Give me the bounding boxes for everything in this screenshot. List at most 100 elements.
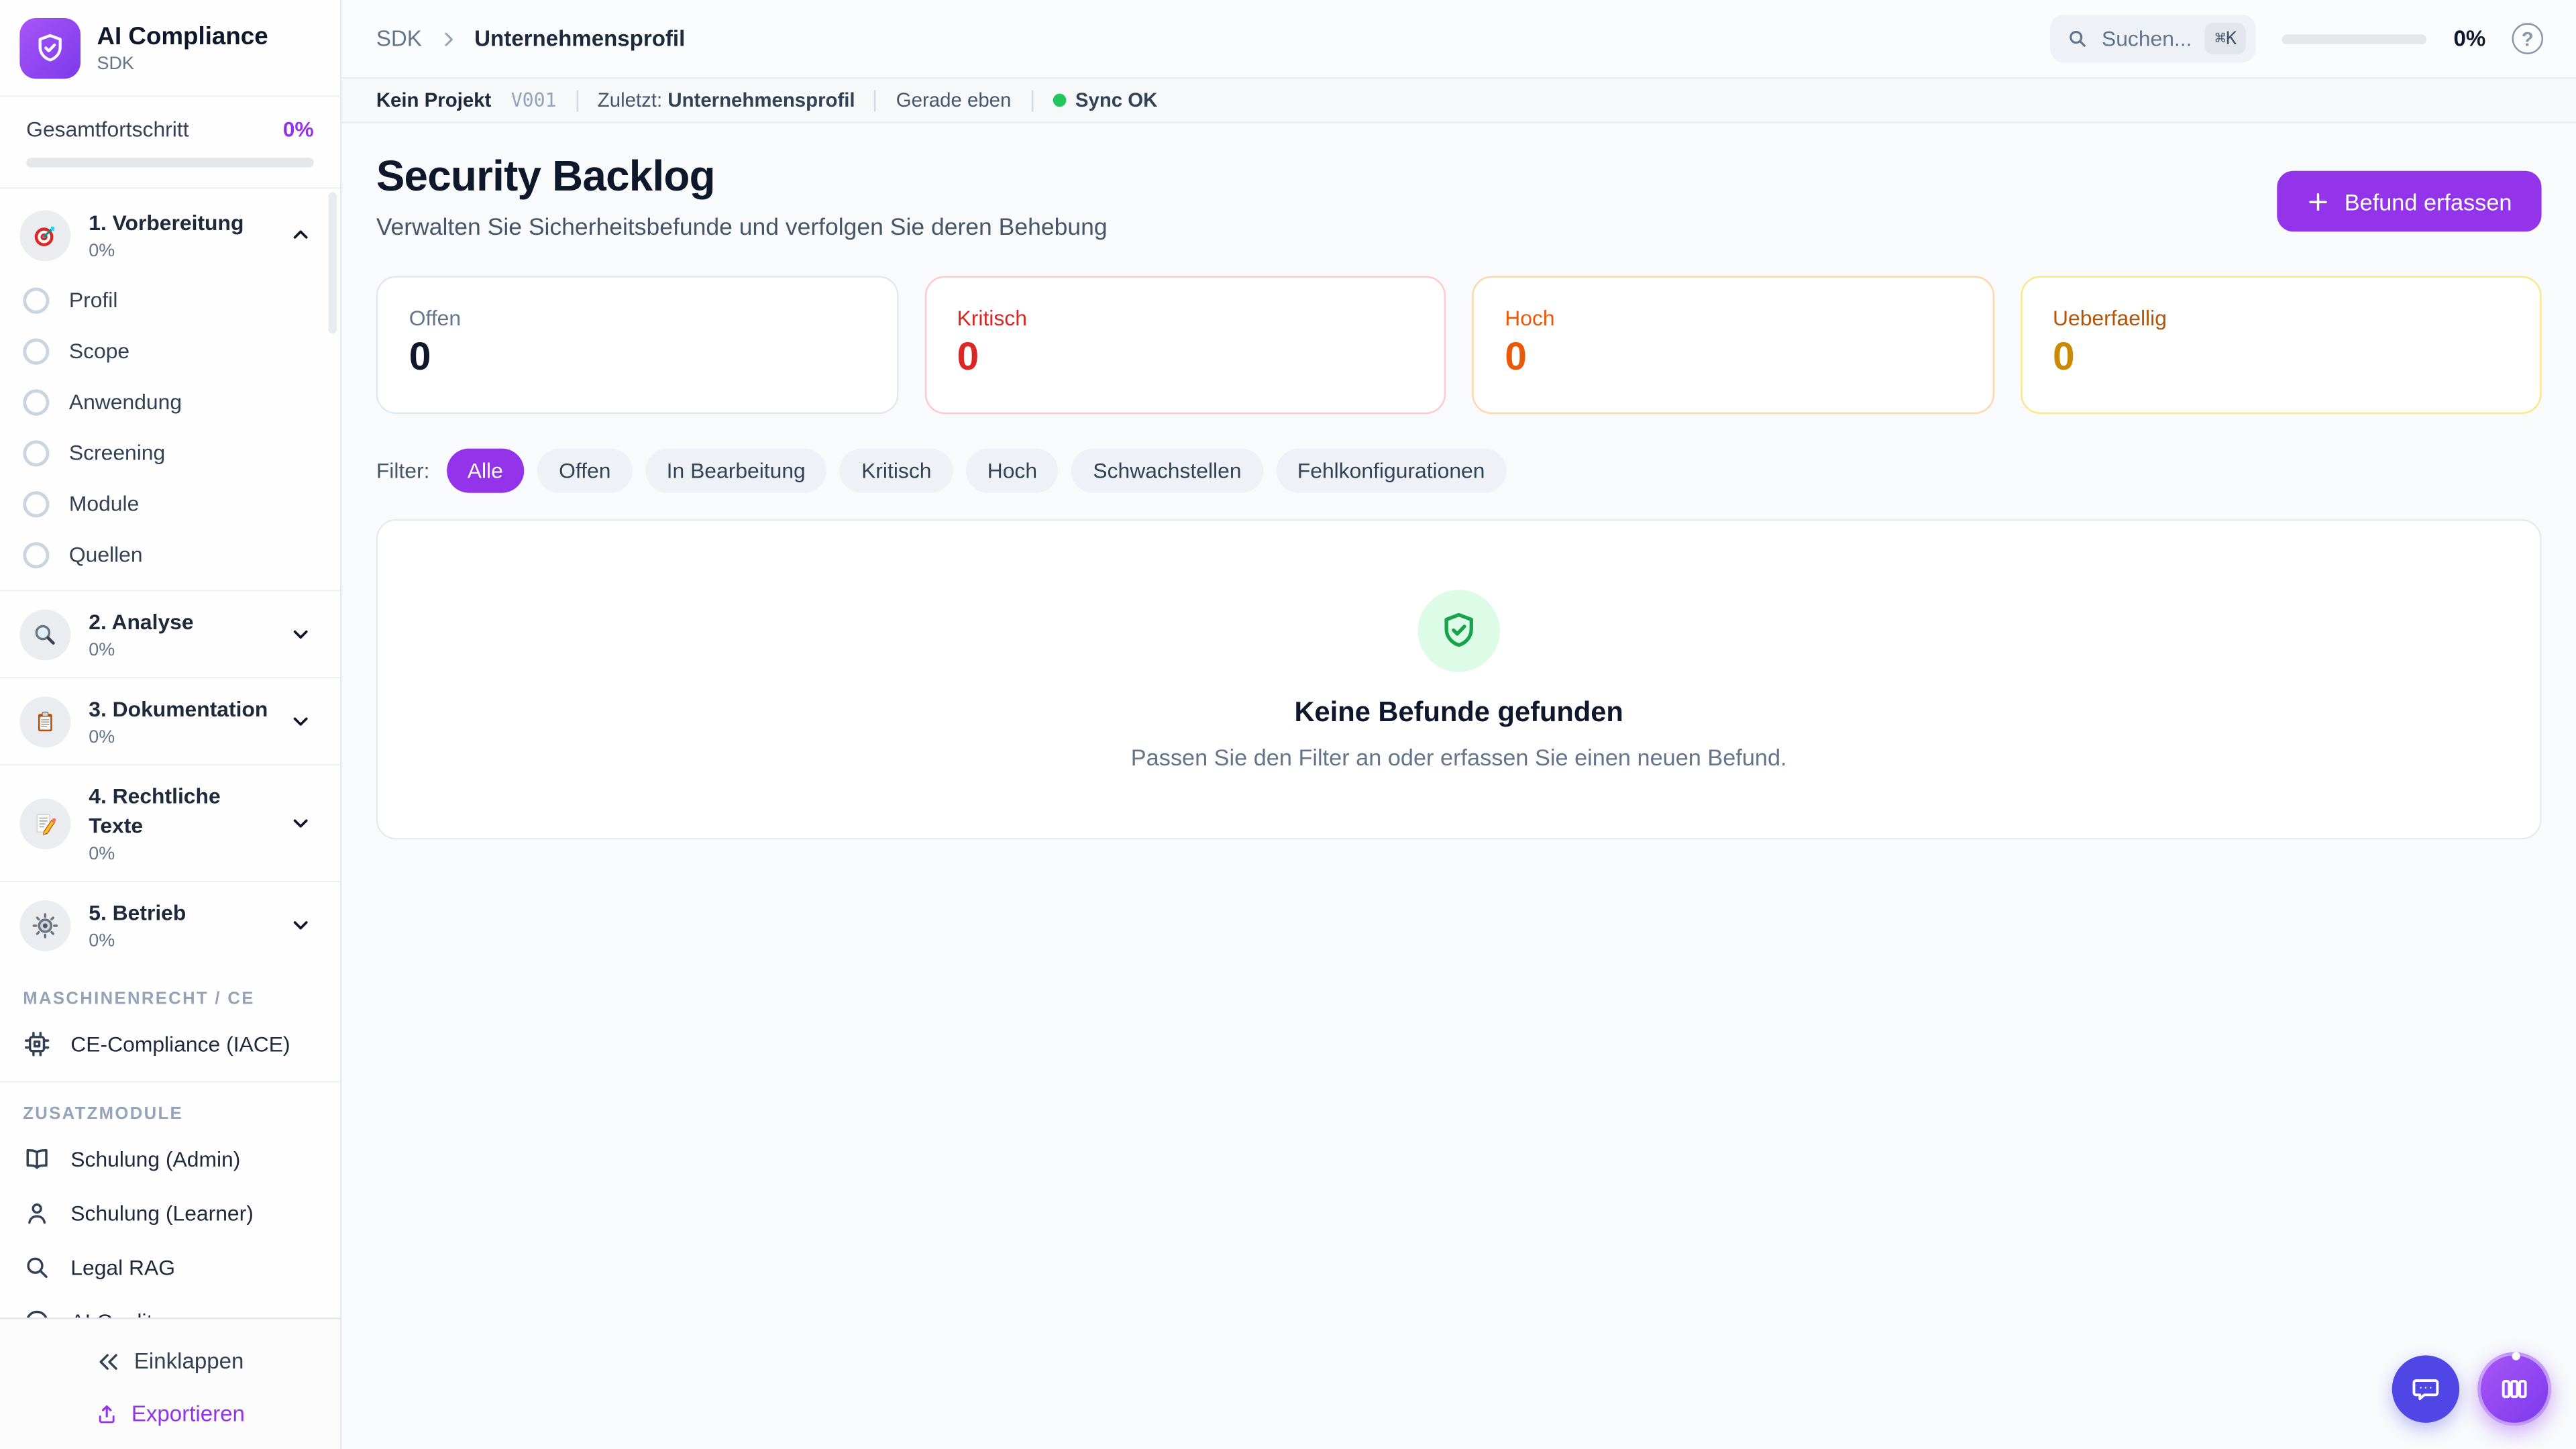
breadcrumb-current: Unternehmensprofil [474,26,686,51]
stat-label: Hoch [1505,305,1555,331]
step-circle-icon [23,337,50,364]
sidebar: AI Compliance SDK Gesamtfortschritt 0% 1… [0,0,342,1449]
sidebar-item-scope[interactable]: Scope [0,325,340,376]
chevron-down-icon [293,819,308,828]
status-bar: Kein Projekt V001 Zuletzt: Unternehmensp… [341,77,2576,123]
phase-label: 1. Vorbereitung [89,210,244,235]
sidebar-item-quellen[interactable]: Quellen [0,529,340,580]
divider [1030,89,1033,111]
collapse-sidebar-button[interactable]: Einklappen [19,1336,320,1387]
chevron-down-icon [293,717,308,726]
phase-rechtliche-texte[interactable]: 4. Rechtliche Texte 0% [0,765,340,880]
sidebar-item-label: CE-Compliance (IACE) [70,1031,290,1057]
phase-label: 5. Betrieb [89,900,186,925]
filter-chip-schwachstellen[interactable]: Schwachstellen [1071,448,1263,493]
step-circle-icon [23,286,50,313]
filter-row: Filter: Alle Offen In Bearbeitung Kritis… [376,448,2542,493]
user-icon [28,1203,46,1224]
divider [0,880,340,883]
stat-value: 0 [1505,335,1527,380]
version-badge: V001 [511,89,557,112]
sidebar-item-legal-rag[interactable]: Legal RAG [0,1240,340,1295]
app-title: AI Compliance [97,23,268,52]
kanban-fab-button[interactable] [2477,1352,2552,1426]
check-circle-icon [26,1310,48,1318]
divider [0,676,340,679]
filter-chip-fehlkonfigurationen[interactable]: Fehlkonfigurationen [1275,448,1507,493]
phase-vorbereitung[interactable]: 1. Vorbereitung 0% [0,195,340,274]
overall-progress-bar [26,158,314,168]
sidebar-scrollbar[interactable] [328,192,337,334]
magnifier-icon [19,608,71,660]
sidebar-item-screening[interactable]: Screening [0,427,340,478]
divider [0,590,340,592]
sync-ok-dot-icon [1052,93,1066,107]
stat-value: 0 [2053,335,2075,380]
step-circle-icon [23,388,50,415]
phase-progress: 0% [89,844,115,865]
stat-card-ueberfaellig: Ueberfaellig 0 [2020,276,2542,415]
chevron-right-icon [444,32,453,46]
chat-fab-button[interactable] [2392,1355,2460,1423]
sync-label: Sync OK [1075,89,1158,112]
phase-progress: 0% [89,241,115,262]
phase-progress: 0% [89,641,115,661]
phase-analyse[interactable]: 2. Analyse 0% [0,592,340,677]
sidebar-item-module[interactable]: Module [0,478,340,529]
phase-progress: 0% [89,727,115,748]
sidebar-header: AI Compliance SDK [0,0,340,95]
sidebar-item-schulung-learner[interactable]: Schulung (Learner) [0,1186,340,1240]
filter-chip-offen[interactable]: Offen [537,448,633,493]
empty-state-title: Keine Befunde gefunden [1294,696,1623,727]
breadcrumb-root[interactable]: SDK [376,26,422,51]
step-circle-icon [23,439,50,466]
plus-icon [2309,192,2327,211]
divider [874,89,877,111]
export-button[interactable]: Exportieren [19,1387,320,1430]
sidebar-item-schulung-admin[interactable]: Schulung (Admin) [0,1132,340,1186]
page-title: Security Backlog [376,151,716,201]
sidebar-footer: Einklappen Exportieren [0,1318,340,1449]
step-circle-icon [23,490,50,517]
sidebar-item-label: Screening [68,440,166,466]
app-subtitle: SDK [97,53,134,74]
search-icon [27,1257,48,1279]
phase-dokumentation[interactable]: 3. Dokumentation 0% [0,678,340,763]
filter-chip-kritisch[interactable]: Kritisch [840,448,953,493]
stat-value: 0 [957,335,979,380]
empty-state-subtitle: Passen Sie den Filter an oder erfassen S… [1130,743,1787,770]
phase-betrieb[interactable]: 5. Betrieb 0% [0,882,340,967]
sidebar-item-label: Quellen [68,542,143,567]
topbar-progress-bar [2282,34,2428,44]
stat-label: Kritisch [957,305,1027,331]
sidebar-item-label: Anwendung [68,389,182,415]
sidebar-item-ce-compliance[interactable]: CE-Compliance (IACE) [0,1017,340,1071]
chevron-down-icon [293,630,308,639]
page-subtitle: Verwalten Sie Sicherheitsbefunde und ver… [376,215,1108,242]
search-input[interactable]: Suchen... ⌘K [2051,15,2257,63]
add-finding-button[interactable]: Befund erfassen [2277,170,2542,232]
stat-value: 0 [409,335,431,380]
phase-label: 4. Rechtliche Texte [89,784,221,838]
section-header-zusatzmodule: ZUSATZMODULE [23,1104,183,1124]
double-chevron-left-icon [99,1353,117,1369]
app-title-block: AI Compliance SDK [97,23,268,73]
divider [576,89,578,111]
export-label: Exportieren [131,1401,245,1426]
overall-progress: Gesamtfortschritt 0% [0,97,340,187]
filter-label: Filter: [376,458,430,484]
filter-chip-hoch[interactable]: Hoch [965,448,1059,493]
filter-chip-alle[interactable]: Alle [445,448,525,493]
help-button[interactable]: ? [2512,23,2544,54]
sidebar-item-ai-quality[interactable]: AI Quality [0,1295,340,1318]
divider [0,1081,340,1083]
empty-state-panel: Keine Befunde gefunden Passen Sie den Fi… [376,519,2542,840]
page-content: Security Backlog Verwalten Sie Sicherhei… [341,123,2576,1449]
sidebar-item-profil[interactable]: Profil [0,274,340,325]
sidebar-item-anwendung[interactable]: Anwendung [0,376,340,427]
filter-chip-in-bearbeitung[interactable]: In Bearbeitung [645,448,827,493]
last-saved-time: Gerade eben [896,89,1012,112]
search-icon [2070,31,2086,47]
sidebar-item-label: Scope [68,338,130,364]
